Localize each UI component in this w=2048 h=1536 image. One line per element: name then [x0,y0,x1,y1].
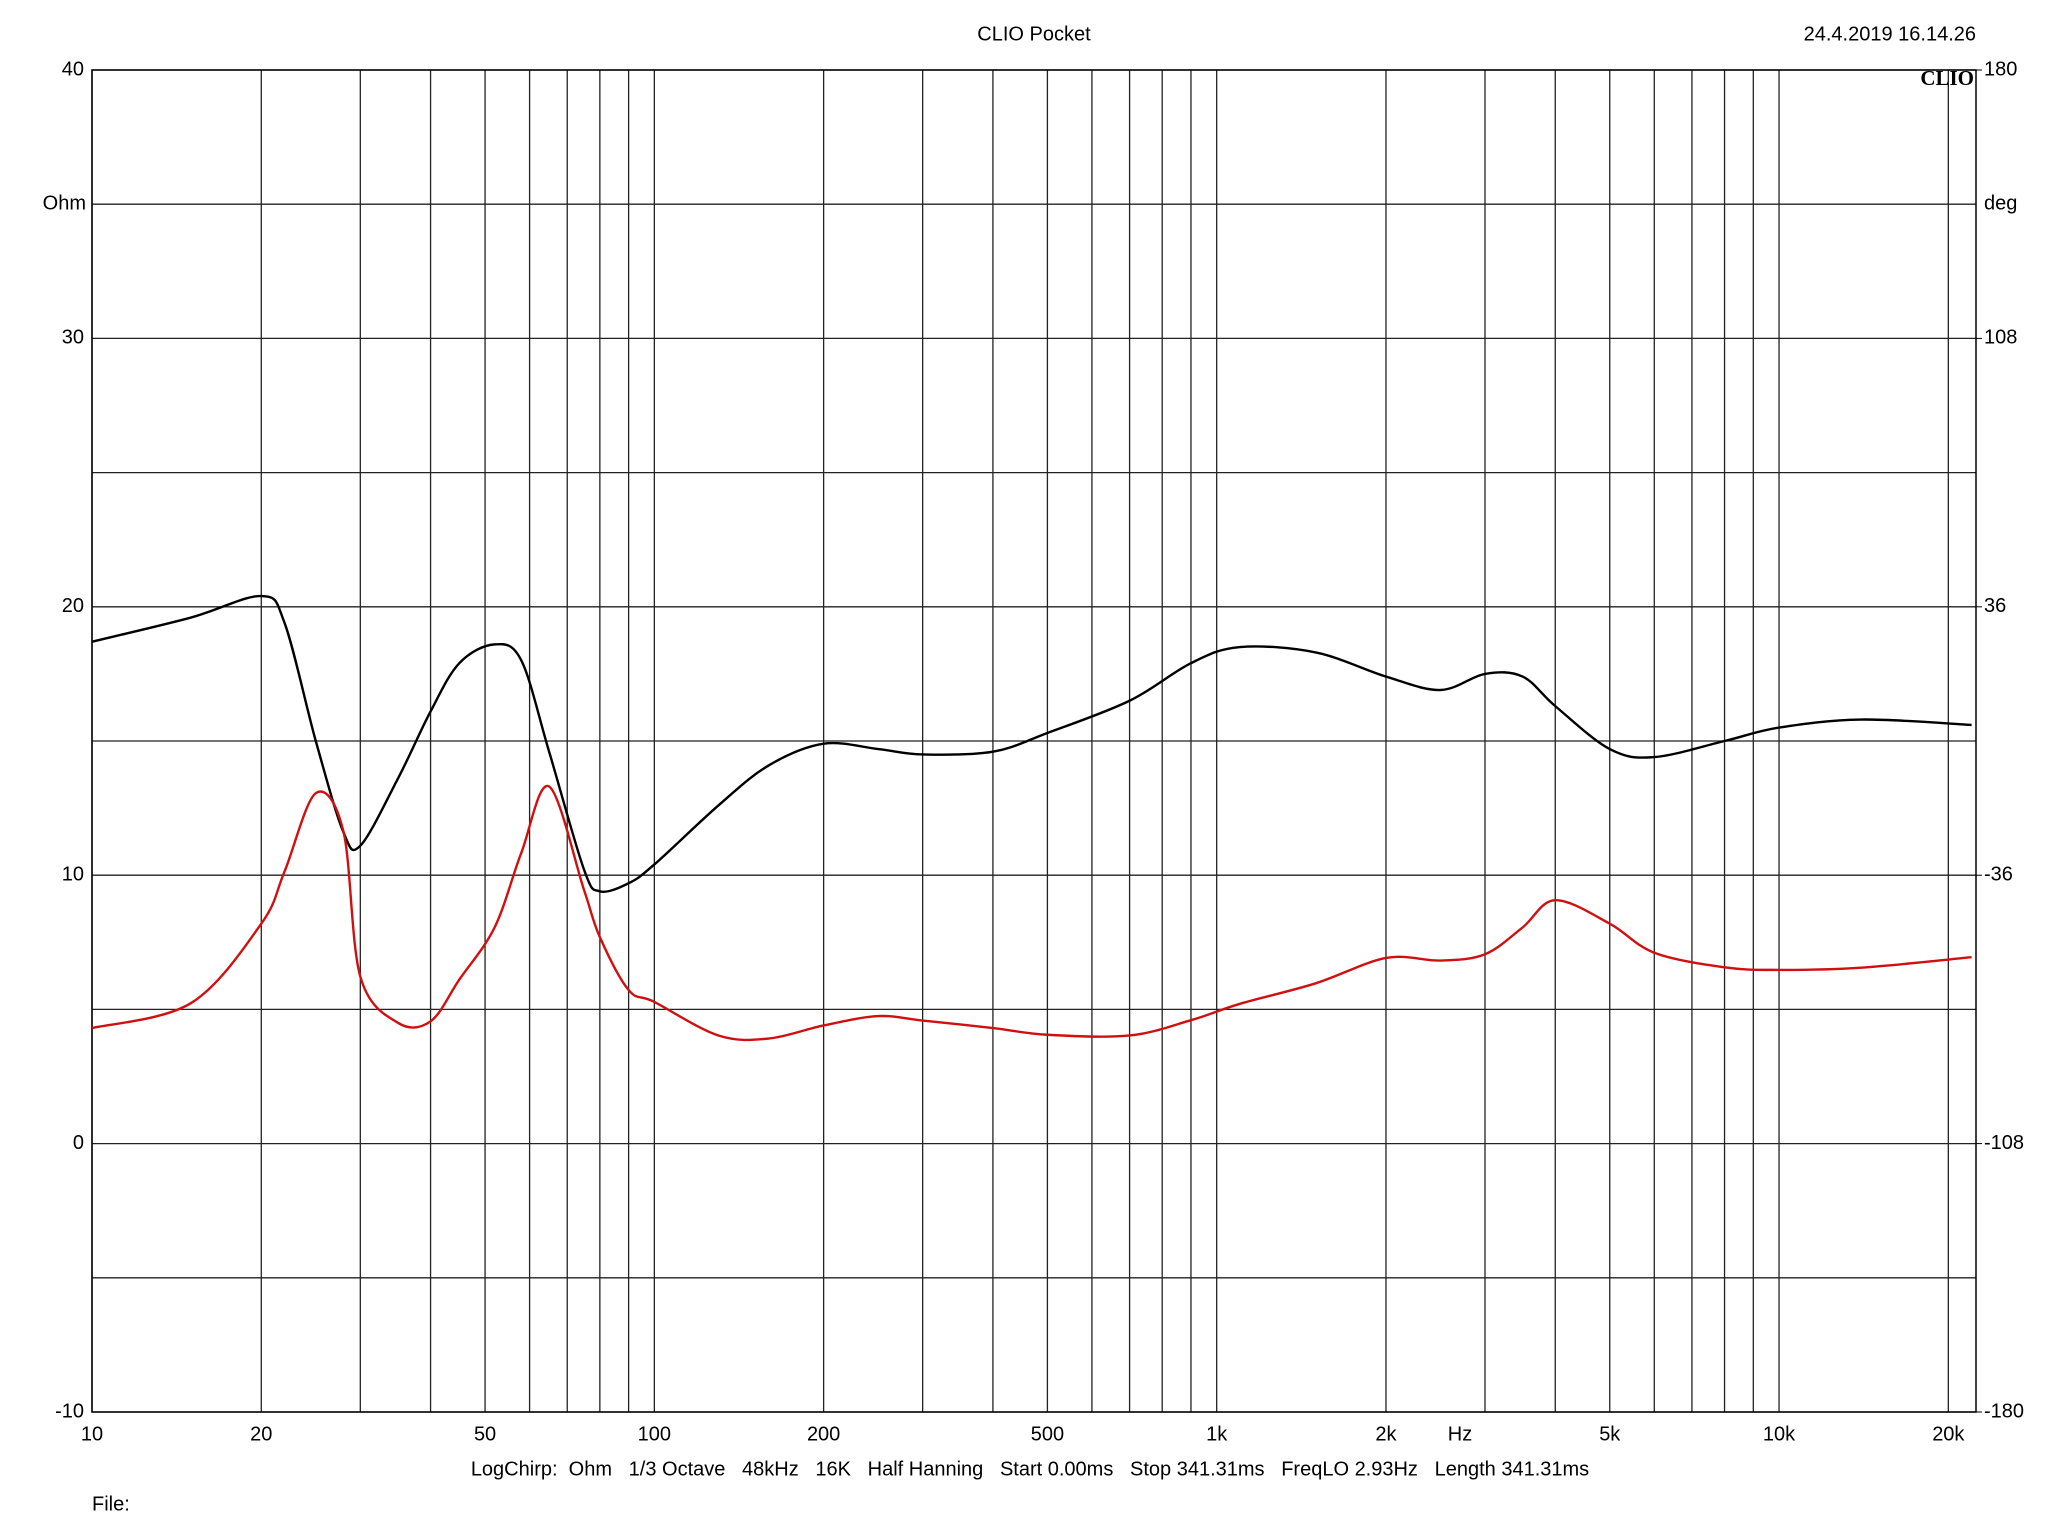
x-tick-label: 200 [807,1423,840,1445]
x-tick-label: 20 [250,1423,272,1445]
footer: LogChirp: Ohm 1/3 Octave 48kHz 16K Half … [471,1458,1589,1480]
y-tick-label: 30 [62,327,84,349]
y2-tick-label: 180 [1984,58,2017,80]
series-line [91,594,1972,893]
x-tick-label: 50 [474,1423,496,1445]
series-line [91,784,1972,1042]
y2-tick-label: -36 [1984,863,2013,885]
file-label: File: [92,1493,130,1515]
x-tick-label: 2k [1375,1423,1397,1445]
y2-tick-label: -180 [1984,1400,2024,1422]
y-tick-label: 10 [62,863,84,885]
y2-tick-label: -108 [1984,1132,2024,1154]
plot-frame [91,69,1977,1413]
x-tick-label: 10 [81,1423,103,1445]
y-tick-label: 0 [73,1132,84,1154]
x-tick-label: 20k [1932,1423,1965,1445]
timestamp: 24.4.2019 16.14.26 [1804,23,1976,45]
x-axis-label: Hz [1448,1423,1472,1445]
y-axis-label: Ohm [43,192,86,214]
x-tick-label: 100 [638,1423,671,1445]
y-tick-label: 20 [62,595,84,617]
x-tick-label: 500 [1031,1423,1064,1445]
x-tick-label: 1k [1206,1423,1228,1445]
y2-tick-label: 108 [1984,327,2017,349]
y2-tick-label: 36 [1984,595,2006,617]
chart-title: CLIO Pocket [977,23,1091,45]
y-tick-label: -10 [55,1400,84,1422]
y2-axis-label: deg [1984,192,2017,214]
x-tick-label: 5k [1599,1423,1621,1445]
x-tick-label: 10k [1763,1423,1796,1445]
y-tick-label: 40 [62,58,84,80]
